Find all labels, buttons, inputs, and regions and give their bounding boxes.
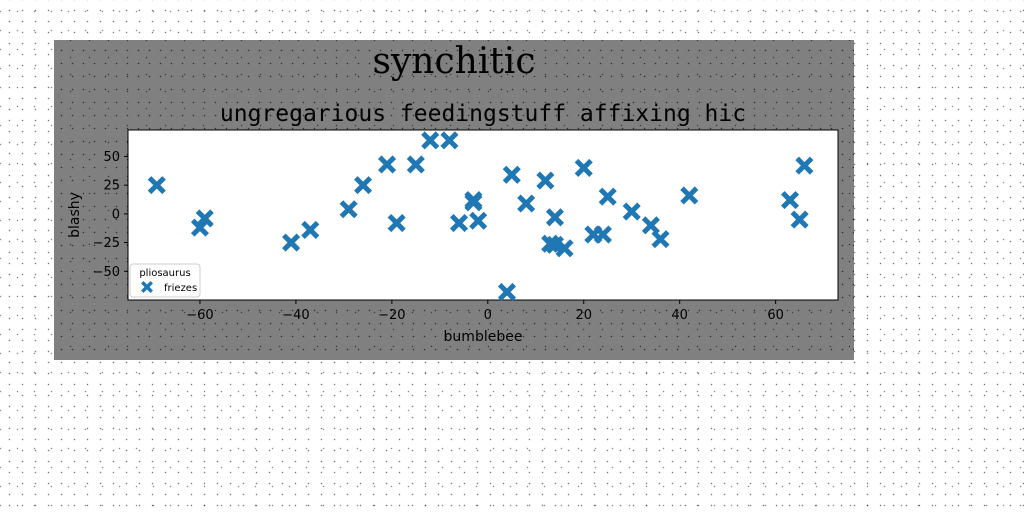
y-tick-label: 50 bbox=[103, 150, 120, 165]
y-tick-label: −25 bbox=[93, 236, 120, 251]
x-tick-label: −20 bbox=[378, 308, 405, 323]
data-point bbox=[555, 239, 574, 258]
y-axis-label: blashy bbox=[67, 192, 83, 238]
x-tick-label: 20 bbox=[575, 308, 592, 323]
data-point bbox=[378, 155, 397, 174]
legend-marker-friezes bbox=[141, 281, 153, 293]
x-axis: −60 −40 −20 0 20 40 60 bbox=[186, 300, 784, 323]
x-tick-label: −40 bbox=[282, 308, 309, 323]
data-point bbox=[790, 210, 809, 229]
data-point bbox=[574, 158, 593, 177]
data-point bbox=[195, 209, 214, 228]
x-tick-label: 60 bbox=[767, 308, 784, 323]
data-point bbox=[339, 200, 358, 219]
scatter-chart: synchitic ungregarious feedingstuff affi… bbox=[67, 41, 839, 345]
legend-label-friezes: friezes bbox=[164, 283, 197, 294]
data-point bbox=[598, 187, 617, 206]
data-point bbox=[301, 220, 320, 239]
data-point bbox=[147, 176, 166, 195]
x-tick-label: 40 bbox=[671, 308, 688, 323]
x-tick-label: −60 bbox=[186, 308, 213, 323]
legend-title: pliosaurus bbox=[139, 268, 190, 279]
data-point bbox=[282, 233, 301, 252]
y-tick-label: −50 bbox=[93, 265, 120, 280]
chart-title: ungregarious feedingstuff affixing hic bbox=[220, 101, 746, 127]
data-point bbox=[536, 171, 555, 190]
data-point bbox=[387, 214, 406, 233]
y-axis: −50 −25 0 25 50 bbox=[93, 150, 128, 280]
x-axis-label: bumblebee bbox=[444, 329, 523, 345]
data-point bbox=[651, 230, 670, 249]
data-point bbox=[517, 194, 536, 213]
data-point bbox=[795, 156, 814, 175]
data-point bbox=[469, 211, 488, 230]
data-point bbox=[464, 191, 483, 210]
data-point bbox=[449, 214, 469, 233]
data-point bbox=[680, 186, 699, 205]
data-point bbox=[780, 191, 800, 210]
data-point bbox=[497, 282, 517, 301]
x-tick-label: 0 bbox=[484, 308, 492, 323]
data-point bbox=[593, 225, 612, 244]
data-point bbox=[421, 131, 440, 150]
data-point bbox=[406, 155, 425, 174]
legend-marker-icon bbox=[141, 281, 153, 293]
figure-suptitle: synchitic bbox=[372, 41, 535, 82]
data-point bbox=[502, 165, 521, 184]
y-tick-label: 0 bbox=[112, 207, 120, 222]
scatter-points bbox=[147, 131, 814, 301]
data-point bbox=[354, 176, 373, 195]
chart-figure: synchitic ungregarious feedingstuff affi… bbox=[54, 40, 854, 360]
legend: pliosaurus friezes bbox=[129, 263, 201, 298]
data-point bbox=[641, 216, 660, 235]
data-point bbox=[440, 131, 459, 150]
data-point bbox=[545, 208, 564, 227]
y-tick-label: 25 bbox=[103, 179, 120, 194]
data-point bbox=[622, 202, 641, 221]
